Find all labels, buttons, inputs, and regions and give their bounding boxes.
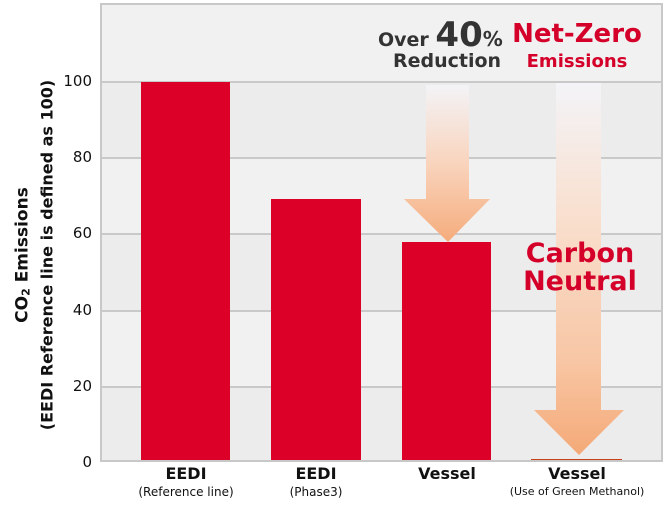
x-label-sub: (Use of Green Methanol) <box>509 485 645 498</box>
y-tick-80: 80 <box>72 148 92 166</box>
reduction-arrow-icon <box>404 85 490 242</box>
plot-area <box>100 3 663 462</box>
reduction-annotation: Over 40% <box>378 18 503 52</box>
net-zero-subtitle: Emissions <box>526 51 628 72</box>
gridline-100 <box>102 81 661 83</box>
reduction-percent-sign: % <box>482 27 503 51</box>
y-tick-40: 40 <box>72 301 92 319</box>
x-label-main: EEDI <box>165 464 207 483</box>
y-tick-60: 60 <box>72 224 92 242</box>
x-label-vessel-green-methanol: Vessel (Use of Green Methanol) <box>510 464 645 500</box>
x-label-vessel: Vessel <box>418 464 476 484</box>
bar-vessel <box>402 242 491 460</box>
bar-eedi-reference <box>141 82 230 460</box>
reduction-percent-value: 40 <box>435 15 483 55</box>
bar-vessel-green-methanol <box>531 459 622 460</box>
gridline-80 <box>102 157 661 159</box>
gridline-20 <box>102 386 661 388</box>
x-label-main: EEDI <box>295 464 337 483</box>
reduction-prefix: Over <box>378 29 436 51</box>
x-label-main: Vessel <box>548 464 606 483</box>
net-zero-title: Net-Zero <box>512 19 642 49</box>
reduction-label: Reduction <box>393 50 502 72</box>
gridline-40 <box>102 310 661 312</box>
carbon-neutral-line1: Carbon <box>525 238 635 269</box>
y-tick-20: 20 <box>72 377 92 395</box>
x-label-eedi-reference: EEDI (Reference line) <box>138 464 233 500</box>
grid-band <box>102 5 661 81</box>
x-label-eedi-phase3: EEDI (Phase3) <box>290 464 343 500</box>
x-label-sub: (Phase3) <box>289 485 343 499</box>
x-label-main: Vessel <box>418 464 476 483</box>
y-axis-title-line1: CO2 Emissions <box>12 187 33 323</box>
y-tick-100: 100 <box>63 72 92 90</box>
net-zero-arrow-icon <box>534 83 624 455</box>
bar-eedi-phase3 <box>271 199 361 460</box>
x-label-sub: (Reference line) <box>138 485 234 499</box>
gridline-60 <box>102 233 661 235</box>
carbon-neutral-line2: Neutral <box>523 266 637 297</box>
y-tick-0: 0 <box>82 453 92 471</box>
